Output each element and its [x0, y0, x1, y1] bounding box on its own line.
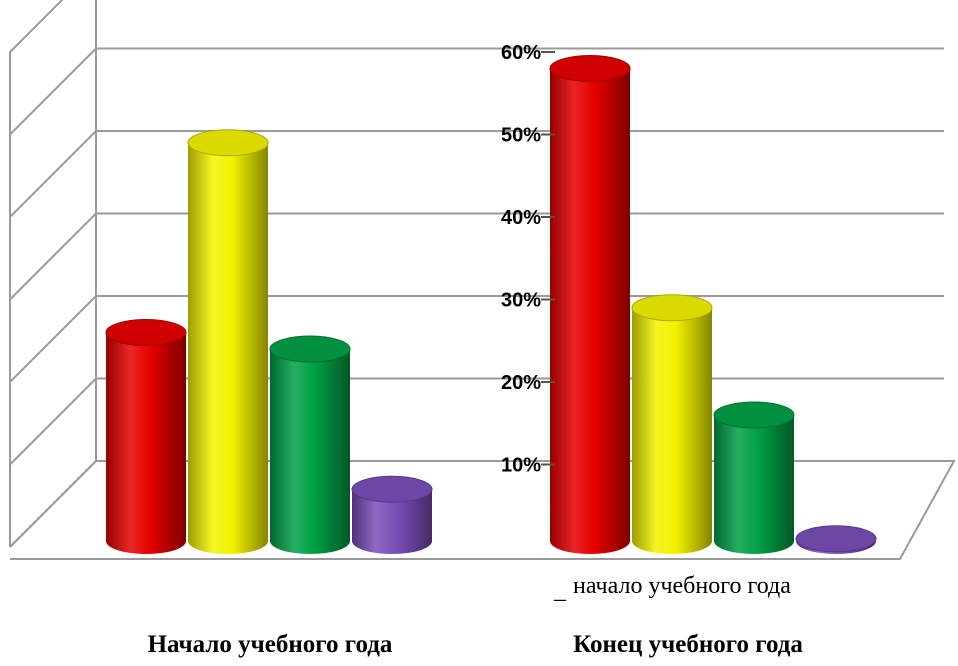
bar-body — [714, 415, 794, 554]
gridline — [9, 130, 944, 218]
chart-floor — [9, 460, 956, 560]
chart-bars — [105, 55, 877, 554]
bar-top — [631, 294, 713, 322]
bar-top — [795, 525, 877, 553]
group-title-end: Конец учебного года — [573, 631, 803, 658]
bar-top — [549, 55, 631, 82]
bar-top — [351, 475, 433, 503]
y-tick-label: 30% — [501, 290, 541, 312]
bar-body — [632, 307, 712, 554]
y-tick-label: 20% — [501, 372, 541, 394]
bar-body — [352, 489, 432, 554]
legend-label: начало учебного года — [573, 573, 791, 599]
bar-group1-3 — [269, 335, 351, 554]
bar-top — [269, 335, 351, 363]
bar-group2-3 — [713, 401, 795, 554]
legend-marker: _ — [553, 578, 567, 604]
bar-group2-4 — [795, 525, 877, 554]
y-tick-label: 60% — [501, 42, 541, 64]
gridline — [9, 47, 944, 136]
chart-grid — [9, 0, 956, 560]
bar-group2-1 — [549, 55, 631, 554]
y-tick-label: 40% — [501, 207, 541, 229]
group-title-start: Начало учебного года — [148, 631, 393, 658]
bar-top — [713, 401, 795, 429]
bar-body — [270, 349, 350, 554]
bar-group1-4 — [351, 475, 433, 554]
bar-body — [188, 142, 268, 554]
y-tick-label: 10% — [501, 455, 541, 477]
gridline — [9, 212, 944, 301]
bar-top — [187, 129, 269, 157]
y-tick-label: 50% — [501, 125, 541, 147]
bar-group1-1 — [105, 319, 187, 554]
y-axis-ticks: 10% 20% 30% 40% 50% 60% — [501, 42, 555, 477]
bar-top — [105, 319, 187, 346]
bar-group2-2 — [631, 294, 713, 554]
bar-body — [550, 68, 630, 554]
bar-body — [106, 332, 186, 554]
bar-group1-2 — [187, 129, 269, 554]
gridline — [9, 0, 64, 53]
legend: _ начало учебного года — [553, 573, 791, 604]
